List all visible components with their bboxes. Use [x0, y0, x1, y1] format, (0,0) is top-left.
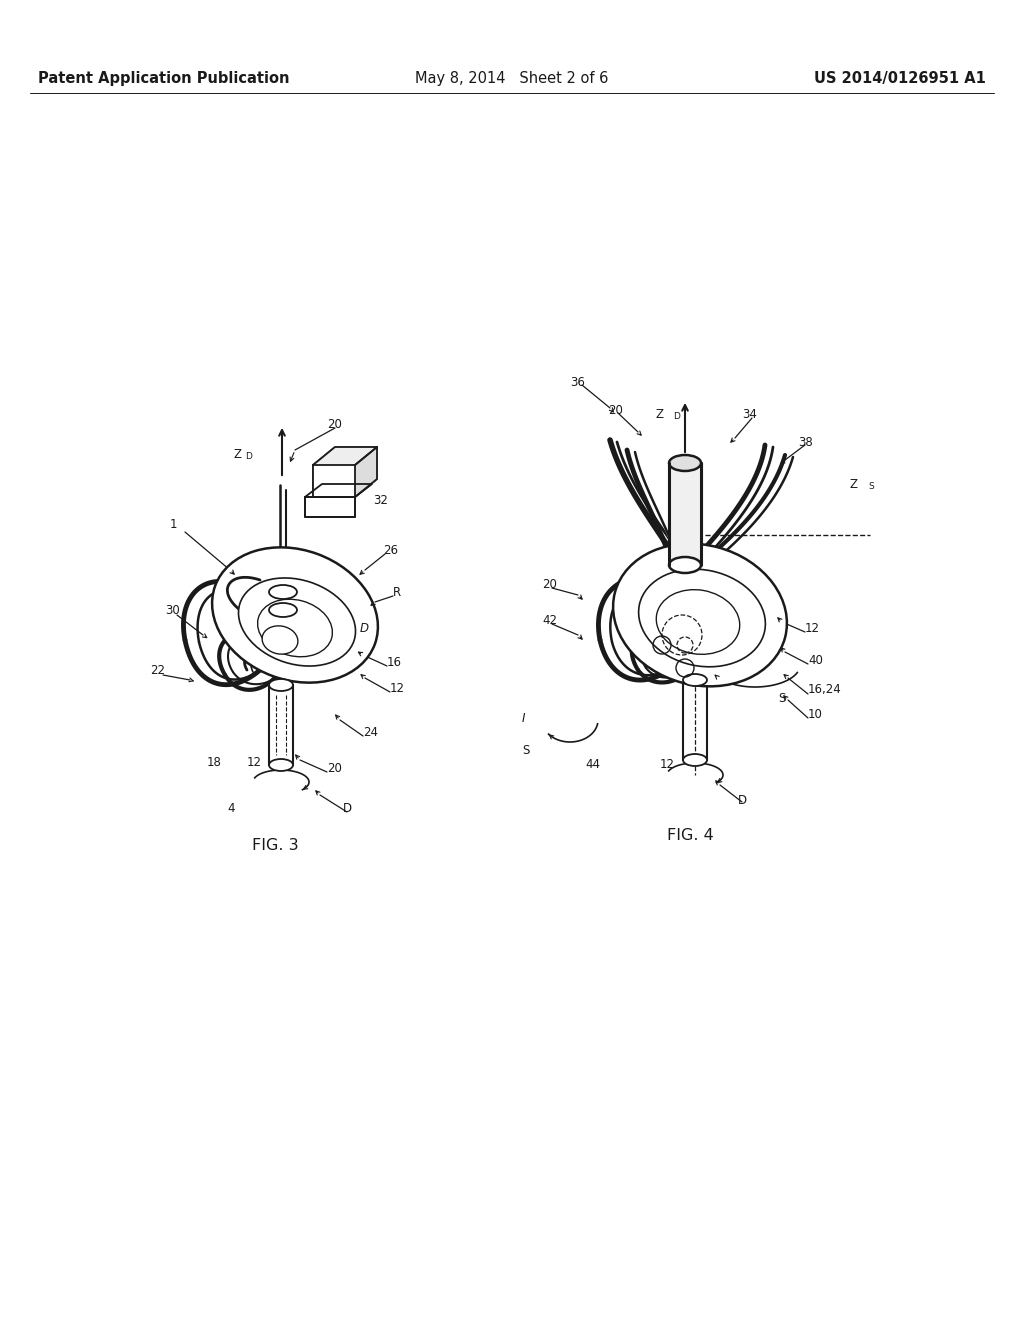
Ellipse shape	[212, 548, 378, 682]
Text: D: D	[738, 793, 748, 807]
Text: Z: Z	[850, 479, 858, 491]
Text: 16: 16	[387, 656, 402, 668]
Text: I: I	[522, 711, 525, 725]
Ellipse shape	[269, 759, 293, 771]
Text: S: S	[778, 692, 785, 705]
Text: D: D	[343, 801, 352, 814]
Text: 34: 34	[742, 408, 757, 421]
Text: 20: 20	[542, 578, 557, 591]
Text: Z: Z	[655, 408, 663, 421]
Text: 12: 12	[390, 681, 406, 694]
Polygon shape	[313, 447, 377, 465]
Text: 18: 18	[207, 755, 222, 768]
Text: R: R	[393, 586, 401, 598]
Text: Z: Z	[233, 449, 241, 462]
Text: FIG. 3: FIG. 3	[252, 837, 298, 853]
Text: FIG. 4: FIG. 4	[667, 828, 714, 842]
Ellipse shape	[269, 585, 297, 599]
Text: 20: 20	[327, 762, 342, 775]
Text: 20: 20	[327, 418, 342, 432]
Text: S: S	[522, 743, 529, 756]
Text: 22: 22	[150, 664, 165, 676]
Ellipse shape	[656, 590, 739, 655]
Text: US 2014/0126951 A1: US 2014/0126951 A1	[814, 70, 986, 86]
Text: 16,24: 16,24	[808, 684, 842, 697]
Text: 4: 4	[227, 801, 234, 814]
Text: D: D	[360, 622, 369, 635]
Text: 32: 32	[373, 494, 388, 507]
Text: 26: 26	[383, 544, 398, 557]
Ellipse shape	[669, 557, 701, 573]
Ellipse shape	[639, 569, 765, 667]
Ellipse shape	[669, 455, 701, 471]
Text: D: D	[673, 412, 680, 421]
Text: D: D	[245, 451, 252, 461]
Text: 12: 12	[660, 759, 675, 771]
Text: S: S	[868, 482, 873, 491]
Ellipse shape	[262, 626, 298, 655]
Text: 24: 24	[362, 726, 378, 738]
Text: 30: 30	[165, 603, 180, 616]
Text: 12: 12	[247, 755, 262, 768]
Polygon shape	[669, 463, 701, 565]
Text: 38: 38	[798, 436, 813, 449]
Text: 40: 40	[808, 653, 823, 667]
Ellipse shape	[683, 754, 707, 766]
Ellipse shape	[683, 675, 707, 686]
Ellipse shape	[269, 603, 297, 616]
Polygon shape	[305, 498, 355, 517]
Ellipse shape	[239, 578, 355, 667]
Text: 28: 28	[337, 466, 352, 479]
Text: 42: 42	[542, 614, 557, 627]
Text: Patent Application Publication: Patent Application Publication	[38, 70, 290, 86]
Text: 36: 36	[570, 375, 585, 388]
Polygon shape	[355, 447, 377, 498]
Ellipse shape	[258, 599, 333, 657]
Text: 44: 44	[585, 759, 600, 771]
Text: 20: 20	[608, 404, 623, 417]
Polygon shape	[313, 465, 355, 498]
Text: May 8, 2014   Sheet 2 of 6: May 8, 2014 Sheet 2 of 6	[416, 70, 608, 86]
Text: 12: 12	[805, 622, 820, 635]
Text: 1: 1	[170, 519, 177, 532]
Text: 10: 10	[808, 709, 823, 722]
Ellipse shape	[613, 544, 786, 686]
Ellipse shape	[269, 678, 293, 690]
